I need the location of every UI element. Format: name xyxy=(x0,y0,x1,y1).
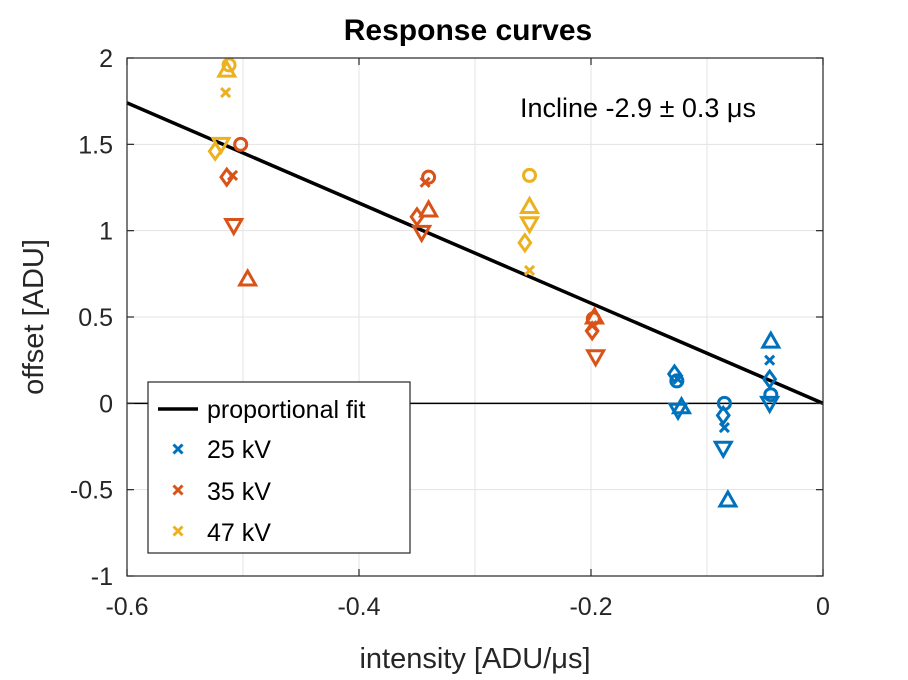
data-point-47kv xyxy=(518,195,541,214)
data-point-25kv xyxy=(763,387,779,403)
data-point-25kv xyxy=(759,395,781,415)
legend-label-25kv: 25 kV xyxy=(207,436,271,464)
data-point-35kv xyxy=(219,166,235,188)
y-axis-label: offset [ADU] xyxy=(18,239,50,395)
data-point-25kv xyxy=(764,354,776,366)
data-point-47kv xyxy=(221,57,237,73)
x-tick-label: 0 xyxy=(816,593,830,621)
legend-marker-35kv xyxy=(172,484,184,496)
data-point-47kv xyxy=(216,59,238,78)
incline-annotation: Incline -2.9 ± 0.3 μs xyxy=(520,93,756,123)
legend-x-marker xyxy=(172,443,184,455)
data-point-47kv xyxy=(517,232,533,254)
data-point-25kv xyxy=(717,489,739,508)
x-tick-label: -0.6 xyxy=(105,593,148,621)
data-point-35kv xyxy=(421,169,437,185)
data-points xyxy=(207,57,782,508)
x-axis-label: intensity [ADU/μs] xyxy=(359,643,590,675)
legend-label-fit: proportional fit xyxy=(207,396,365,424)
data-point-25kv xyxy=(669,373,685,389)
data-point-47kv xyxy=(523,264,536,276)
data-point-25kv xyxy=(718,421,730,434)
data-point-25kv xyxy=(762,368,778,390)
data-point-35kv xyxy=(223,217,245,237)
x-tick-label: -0.4 xyxy=(337,593,380,621)
data-point-25kv xyxy=(667,402,689,422)
data-point-35kv xyxy=(237,267,259,287)
tick-labels: -0.6 -0.4 -0.2 0 -1 -0.5 0 0.5 1 1.5 2 xyxy=(70,45,830,621)
data-point-35kv xyxy=(584,320,600,342)
y-tick-label: 1 xyxy=(99,218,113,246)
legend-label-47kv: 47 kV xyxy=(207,519,271,547)
data-point-47kv xyxy=(207,140,223,162)
legend-marker-47kv xyxy=(172,525,184,537)
data-point-35kv xyxy=(233,136,249,152)
y-tick-label: 0.5 xyxy=(78,304,113,332)
legend-label-35kv: 35 kV xyxy=(207,478,271,506)
y-tick-label: -0.5 xyxy=(70,477,113,505)
data-point-35kv xyxy=(419,176,431,188)
y-tick-label: 0 xyxy=(99,390,113,418)
data-point-25kv xyxy=(712,440,734,460)
data-point-35kv xyxy=(418,198,440,218)
legend-x-marker xyxy=(172,525,184,537)
x-tick-label: -0.2 xyxy=(569,593,612,621)
data-point-47kv xyxy=(220,86,232,99)
legend-marker-25kv xyxy=(172,443,184,455)
data-point-35kv xyxy=(409,206,425,228)
data-point-47kv xyxy=(518,216,541,235)
legend-x-marker xyxy=(172,484,184,496)
chart-title: Response curves xyxy=(344,14,592,47)
data-point-25kv xyxy=(760,330,782,349)
data-point-25kv xyxy=(672,373,684,385)
data-point-47kv xyxy=(522,167,538,183)
data-point-35kv xyxy=(411,224,433,244)
fit-layer xyxy=(126,101,824,405)
data-point-25kv xyxy=(715,404,731,426)
legend: proportional fit 25 kV 35 kV 47 kV xyxy=(147,381,411,554)
y-tick-label: 2 xyxy=(99,45,113,73)
proportional-fit-line xyxy=(126,101,824,405)
y-tick-label: -1 xyxy=(91,563,113,591)
data-point-35kv xyxy=(585,349,607,368)
y-tick-label: 1.5 xyxy=(78,131,113,159)
